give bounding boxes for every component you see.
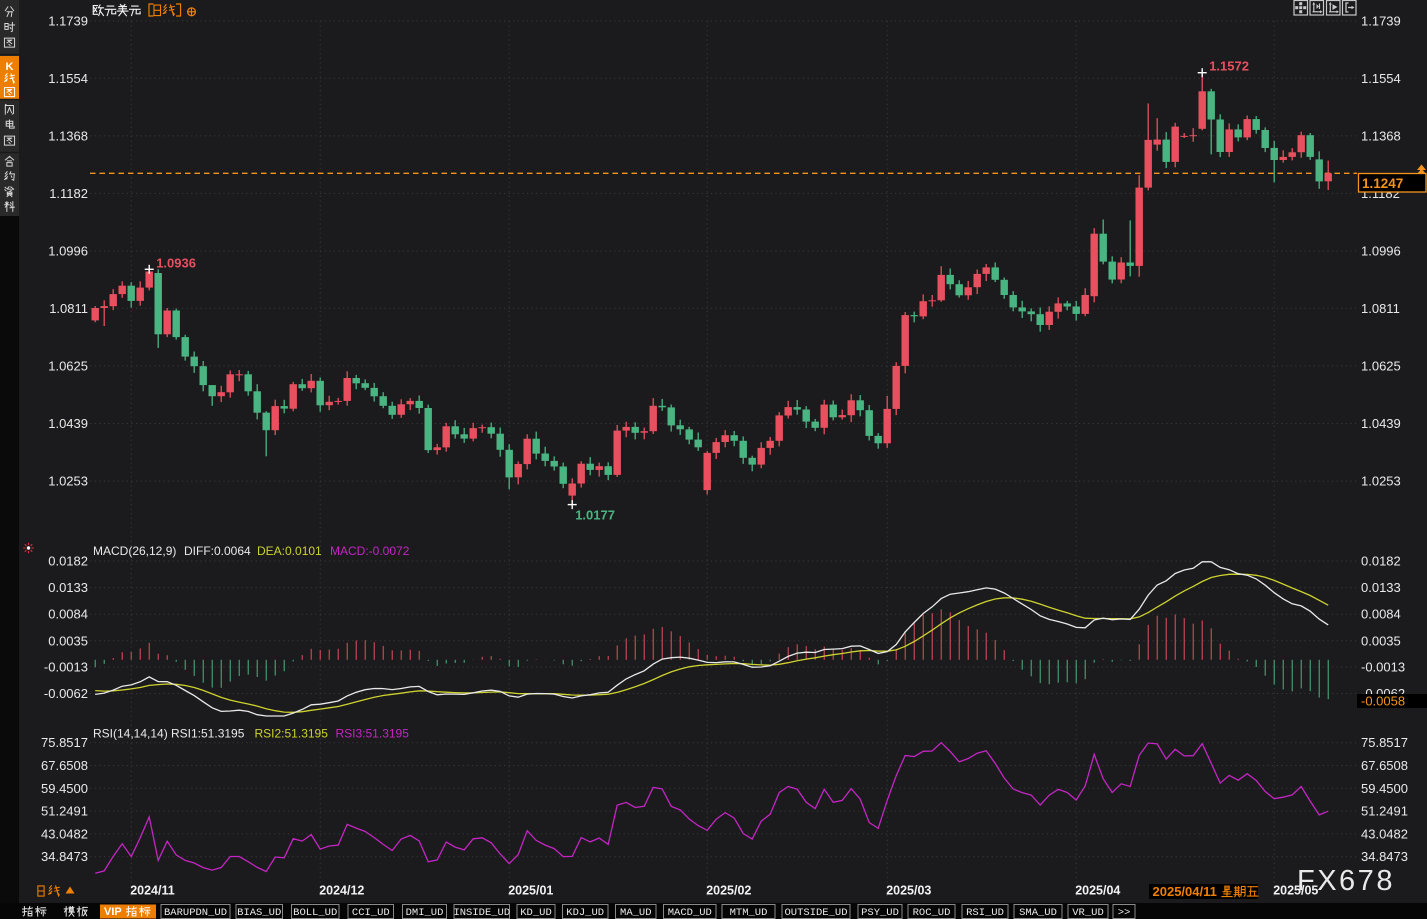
svg-text:1.0811: 1.0811 [1361,301,1400,316]
svg-text:0.0035: 0.0035 [48,633,88,648]
svg-text:67.6508: 67.6508 [1361,758,1408,773]
svg-text:1.0811: 1.0811 [49,301,88,316]
svg-text:MACD:-0.0072: MACD:-0.0072 [330,544,410,558]
svg-text:1.0439: 1.0439 [48,416,88,431]
svg-text:34.8473: 34.8473 [41,849,88,864]
svg-text:PSY_UD: PSY_UD [861,907,899,919]
svg-text:DMI_UD: DMI_UD [406,907,444,919]
svg-text:43.0482: 43.0482 [1361,826,1408,841]
svg-text:MA_UD: MA_UD [620,907,652,919]
svg-text:1.0996: 1.0996 [1361,244,1401,259]
svg-text:2025/04/11: 2025/04/11 [1153,884,1217,899]
svg-text:2025/05: 2025/05 [1273,884,1318,898]
svg-text:67.6508: 67.6508 [41,758,88,773]
svg-text:KDJ_UD: KDJ_UD [566,907,604,919]
svg-text:MACD(26,12,9): MACD(26,12,9) [93,544,176,558]
svg-text:-0.0062: -0.0062 [44,686,88,701]
svg-text:SMA_UD: SMA_UD [1019,907,1057,919]
svg-text:ROC_UD: ROC_UD [913,907,951,919]
svg-text:BARUPDN_UD: BARUPDN_UD [164,907,227,919]
svg-text:0.0084: 0.0084 [48,607,88,622]
svg-text:2025/04: 2025/04 [1075,884,1120,898]
svg-text:1.0625: 1.0625 [1361,358,1401,373]
svg-text:43.0482: 43.0482 [41,826,88,841]
svg-text:1.0625: 1.0625 [48,358,88,373]
svg-text:0.0182: 0.0182 [1361,554,1401,569]
svg-text:RSI1:51.3195: RSI1:51.3195 [171,727,245,741]
svg-text:1.1182: 1.1182 [49,186,88,201]
svg-text:RSI2:51.3195: RSI2:51.3195 [255,727,329,741]
svg-text:2024/12: 2024/12 [319,884,364,898]
svg-text:0.0133: 0.0133 [1361,580,1401,595]
svg-text:>>: >> [1118,907,1131,919]
svg-text:RSI_UD: RSI_UD [966,907,1004,919]
svg-text:1.0253: 1.0253 [1361,474,1401,489]
svg-text:MACD_UD: MACD_UD [668,907,712,919]
svg-text:59.4500: 59.4500 [41,781,88,796]
svg-text:VIP: VIP [104,906,122,918]
svg-text:DIFF:0.0064: DIFF:0.0064 [184,544,251,558]
svg-text:DEA:0.0101: DEA:0.0101 [257,544,322,558]
svg-text:1.1739: 1.1739 [1361,14,1401,29]
svg-text:2024/11: 2024/11 [130,884,175,898]
svg-text:1.1368: 1.1368 [1361,128,1401,143]
svg-text:1.1554: 1.1554 [1361,71,1401,86]
svg-text:2025/03: 2025/03 [886,884,931,898]
svg-text:34.8473: 34.8473 [1361,849,1408,864]
svg-text:-0.0013: -0.0013 [44,659,88,674]
svg-text:1.0253: 1.0253 [48,474,88,489]
svg-text:59.4500: 59.4500 [1361,781,1408,796]
svg-text:0.0182: 0.0182 [48,554,88,569]
svg-text:BIAS_UD: BIAS_UD [237,907,281,919]
svg-text:1.1554: 1.1554 [48,71,88,86]
svg-text:0.0084: 0.0084 [1361,607,1401,622]
svg-text:51.2491: 51.2491 [41,804,88,819]
svg-text:KD_UD: KD_UD [520,907,552,919]
svg-text:MTM_UD: MTM_UD [730,907,768,919]
svg-text:1.0177: 1.0177 [575,508,615,523]
svg-text:-0.0013: -0.0013 [1361,659,1405,674]
svg-text:-0.0058: -0.0058 [1361,694,1405,709]
svg-text:INSIDE_UD: INSIDE_UD [453,907,510,919]
svg-text:1.0996: 1.0996 [48,244,88,259]
svg-text:1.0439: 1.0439 [1361,416,1401,431]
svg-text:1.1572: 1.1572 [1209,59,1249,74]
svg-text:RSI3:51.3195: RSI3:51.3195 [336,727,410,741]
svg-text:2025/02: 2025/02 [706,884,751,898]
svg-text:0.0035: 0.0035 [1361,633,1401,648]
svg-text:1.1739: 1.1739 [48,14,88,29]
svg-text:CCI_UD: CCI_UD [352,907,390,919]
svg-text:0.0133: 0.0133 [48,580,88,595]
svg-text:BOLL_UD: BOLL_UD [293,907,337,919]
svg-text:1.0936: 1.0936 [156,255,196,270]
svg-text:1.1368: 1.1368 [48,128,88,143]
svg-text:FX678: FX678 [1297,865,1395,897]
svg-text:K: K [6,61,14,73]
svg-text:75.8517: 75.8517 [1361,735,1408,750]
svg-text:OUTSIDE_UD: OUTSIDE_UD [784,907,847,919]
svg-text:RSI(14,14,14): RSI(14,14,14) [93,727,168,741]
svg-text:1.1247: 1.1247 [1362,176,1403,191]
svg-text:VR_UD: VR_UD [1072,907,1104,919]
svg-text:51.2491: 51.2491 [1361,804,1408,819]
svg-text:2025/01: 2025/01 [508,884,553,898]
svg-text:75.8517: 75.8517 [41,735,88,750]
